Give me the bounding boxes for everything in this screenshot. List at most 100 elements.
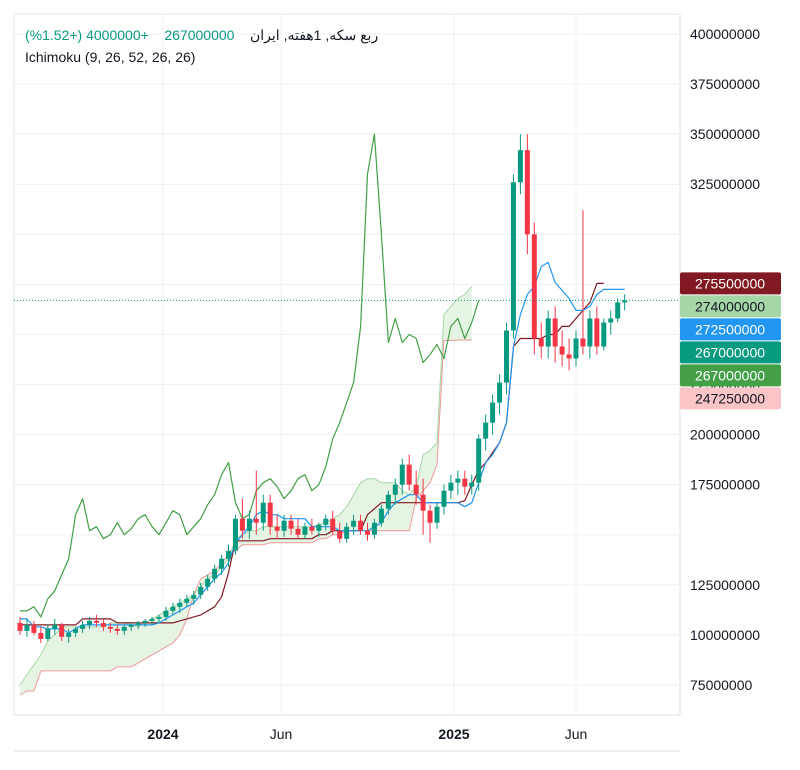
candle-body xyxy=(531,234,537,339)
leading-span-a-line xyxy=(19,286,473,686)
candle-body xyxy=(490,402,496,423)
candle-body xyxy=(587,318,593,347)
price-tag-label: 275500000 xyxy=(695,275,765,291)
price-tag-label: 267000000 xyxy=(695,344,765,360)
y-tick-label: 375000000 xyxy=(690,76,760,92)
candle-body xyxy=(24,624,30,631)
y-tick-label: 350000000 xyxy=(690,126,760,142)
y-tick-label: 175000000 xyxy=(690,477,760,493)
y-tick-label: 400000000 xyxy=(690,26,760,42)
candle-body xyxy=(253,518,259,523)
candle-body xyxy=(455,478,461,483)
candle-body xyxy=(246,518,252,531)
candle-body xyxy=(288,520,294,529)
candle-body xyxy=(52,624,58,629)
candle-body xyxy=(295,528,301,535)
candle-body xyxy=(622,300,628,303)
candle-body xyxy=(330,518,336,531)
candle-body xyxy=(483,422,489,439)
candle-body xyxy=(497,382,503,403)
candle-body xyxy=(184,598,190,603)
price-tag-close xyxy=(680,341,781,364)
candle-body xyxy=(406,464,412,485)
legend-row-indicator: Ichimoku (9, 26, 52, 26, 26) xyxy=(25,46,378,68)
candle-body xyxy=(59,624,65,637)
price-tag-lagging xyxy=(680,364,781,387)
candle-body xyxy=(517,150,523,183)
candle-body xyxy=(170,606,176,611)
candle-body xyxy=(135,622,141,625)
price-tag-label: 267000000 xyxy=(695,367,765,383)
candle-body xyxy=(594,318,600,347)
candle-body xyxy=(163,610,169,617)
candle-body xyxy=(573,338,579,359)
price-tag-label: 272500000 xyxy=(695,321,765,337)
candle-body xyxy=(107,626,113,629)
candle-body xyxy=(149,618,155,621)
candle-body xyxy=(559,346,565,355)
candle-body xyxy=(177,602,183,607)
plot-frame xyxy=(13,13,681,716)
candle-body xyxy=(198,586,204,595)
grid xyxy=(13,13,681,752)
legend-price: 267000000 xyxy=(164,27,235,43)
candle-body xyxy=(45,628,51,639)
candle-body xyxy=(239,518,245,531)
candle-body xyxy=(281,520,287,531)
y-tick-label: 125000000 xyxy=(690,577,760,593)
candle-body xyxy=(66,632,72,637)
candle-body xyxy=(232,518,238,551)
price-tag-label: 247250000 xyxy=(695,390,765,406)
candle-body xyxy=(302,526,308,535)
candle-body xyxy=(378,508,384,523)
candle-body xyxy=(267,502,273,527)
y-tick-label: 100000000 xyxy=(690,627,760,643)
candle-body xyxy=(260,502,266,523)
candle-body xyxy=(538,338,544,347)
candle-body xyxy=(351,520,357,527)
legend-symbol: ربع سکه, 1هفته, ایران xyxy=(250,27,379,43)
candle-body xyxy=(205,578,211,587)
legend-change: +4000000 (+1.52%) xyxy=(25,27,149,43)
y-tick-label: 75000000 xyxy=(690,677,753,693)
price-tag-leading_b xyxy=(680,387,781,410)
candle-body xyxy=(371,522,377,535)
candle-body xyxy=(608,318,614,323)
candle-body xyxy=(601,322,607,347)
candle-body xyxy=(469,482,475,487)
candle-body xyxy=(100,622,106,627)
ichimoku-cloud xyxy=(20,286,472,695)
candle-body xyxy=(545,318,551,347)
y-tick-label: 200000000 xyxy=(690,427,760,443)
candle-body xyxy=(226,550,231,559)
x-tick-label: Jun xyxy=(270,726,293,742)
candle-body xyxy=(17,622,23,631)
legend: ربع سکه, 1هفته, ایران 267000000 +4000000… xyxy=(25,24,378,68)
candle-body xyxy=(309,526,315,531)
candle-body xyxy=(420,494,426,511)
candle-body xyxy=(434,506,440,523)
candle-body xyxy=(580,338,586,347)
candle-body xyxy=(93,620,99,623)
candle-body xyxy=(413,484,419,495)
ichimoku-lines xyxy=(19,133,625,696)
candles xyxy=(17,134,628,643)
candle-body xyxy=(504,330,509,383)
candle-body xyxy=(344,526,350,539)
candle-body xyxy=(212,568,218,579)
candle-body xyxy=(121,626,127,631)
candle-body xyxy=(142,620,148,623)
price-tags: 275500000 274000000 272500000 267000000 2670… xyxy=(680,272,781,410)
candle-body xyxy=(399,464,405,485)
price-tag-label: 274000000 xyxy=(695,298,765,314)
legend-indicator: Ichimoku (9, 26, 52, 26, 26) xyxy=(25,49,196,65)
candle-body xyxy=(128,624,134,627)
price-tag-base xyxy=(680,272,781,295)
candle-body xyxy=(114,628,120,631)
candle-body xyxy=(448,482,454,491)
price-tag-conversion xyxy=(680,318,781,341)
candle-body xyxy=(392,484,398,495)
candle-body xyxy=(427,510,433,523)
candle-body xyxy=(219,558,225,569)
